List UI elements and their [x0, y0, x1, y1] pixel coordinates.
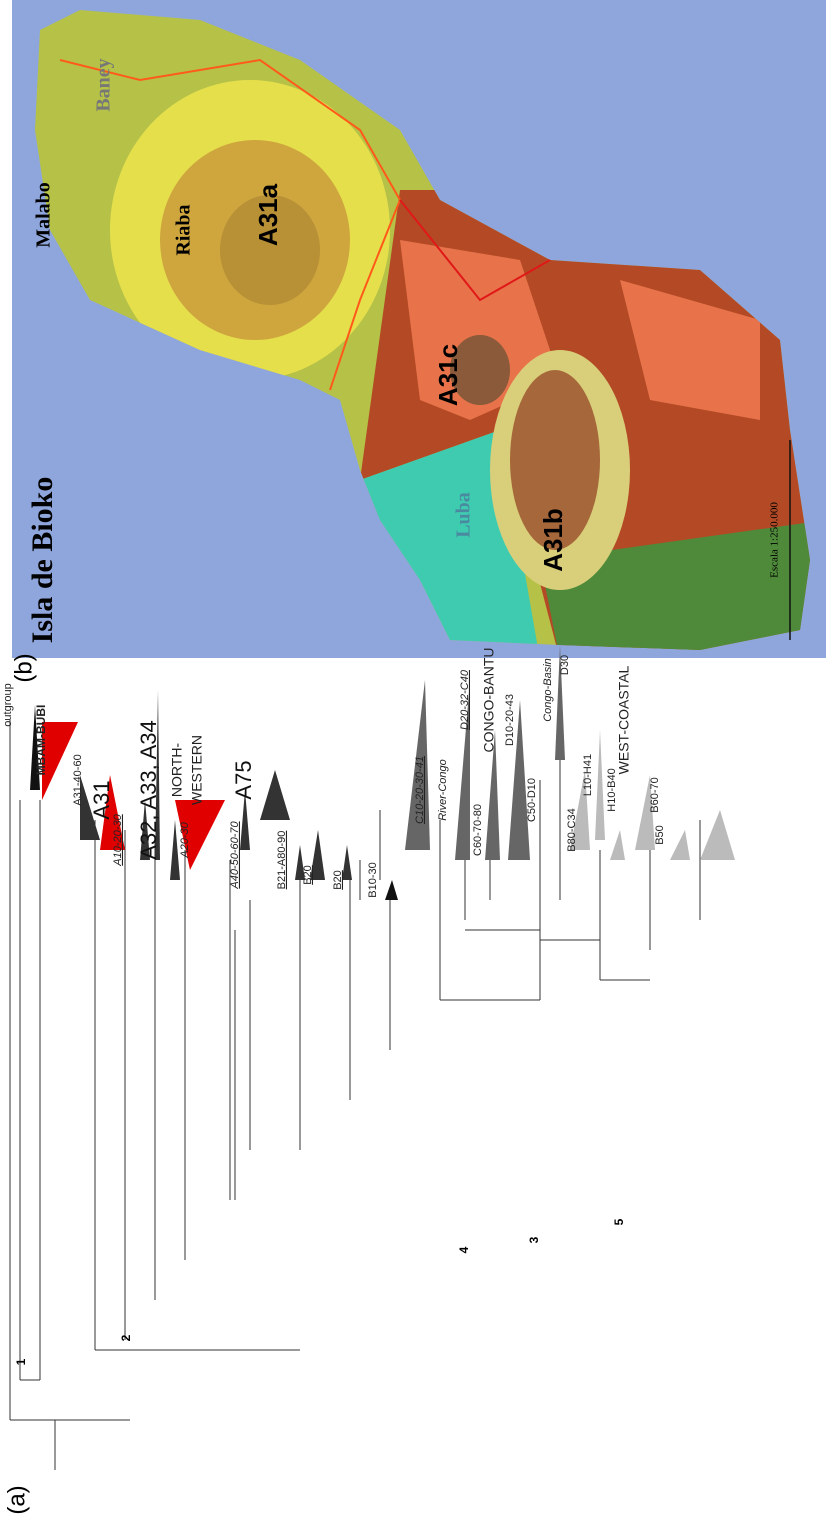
group-label: NORTH- — [169, 743, 185, 798]
clade-label: B10-30 — [367, 862, 379, 897]
clade-label: B21-A80-90 — [276, 831, 288, 890]
group-label: CONGO-BANTU — [481, 648, 497, 753]
outgroup-label: outgroup — [2, 683, 14, 726]
clade-label: L10-H41 — [582, 754, 594, 796]
clade-label: Congo-Basin — [542, 658, 554, 722]
clade-label: A40-50-60-70 — [229, 820, 241, 889]
clade-label: River-Congo — [437, 759, 449, 821]
clade-label: B20 — [332, 870, 344, 890]
clade-label: D30 — [559, 655, 571, 675]
clade-label: A10-20-30 — [112, 813, 124, 866]
node-number: 4 — [457, 1246, 471, 1253]
clade-label: B50 — [654, 825, 666, 845]
figure: Isla de Bioko Malabo Baney Riaba Luba A3… — [0, 0, 826, 1534]
panel-label: (a) — [3, 1485, 30, 1514]
clade-label: B20 — [302, 865, 314, 885]
zone-label: A31a — [253, 183, 283, 246]
place: Riaba — [173, 204, 195, 255]
group-label: WEST-COASTAL — [616, 665, 632, 774]
zone-label: A31c — [433, 344, 463, 406]
clade-label: D10-20-43 — [504, 694, 516, 746]
clade-label: C50-D10 — [526, 778, 538, 822]
clade-label: C60-70-80 — [472, 804, 484, 856]
clade-label: A31-40-60 — [72, 754, 84, 805]
map-title: Isla de Bioko — [26, 477, 59, 644]
clade-label: H10-B40 — [606, 768, 618, 811]
group-label: WESTERN — [189, 735, 205, 805]
scale-label: Escala 1:250.000 — [769, 502, 781, 578]
zone-label: A31b — [538, 508, 568, 572]
node-number: 1 — [14, 1358, 28, 1365]
node-number: 3 — [527, 1236, 541, 1243]
node-number: 2 — [119, 1334, 133, 1341]
clade-label: B80-C34 — [566, 808, 578, 851]
tree-labels: outgroup MBAM-BUBI A31 A32, A33, A34 NOR… — [2, 648, 666, 1366]
place: Luba — [453, 492, 475, 538]
place: Malabo — [33, 182, 55, 248]
clade-label: A20-30 — [179, 821, 191, 858]
clade-label: D20-32-C40 — [459, 669, 471, 730]
group-label: A31 — [89, 780, 114, 819]
place: Baney — [93, 58, 115, 111]
clade-label: B60-70 — [649, 777, 661, 812]
node-number: 5 — [612, 1218, 626, 1225]
panel-label: (b) — [10, 653, 37, 682]
group-label: A75 — [231, 760, 256, 799]
group-label: MBAM-BUBI — [34, 705, 48, 776]
group-label: A32, A33, A34 — [136, 720, 161, 859]
map-panel: Isla de Bioko Malabo Baney Riaba Luba A3… — [0, 0, 826, 660]
clade-label: C10-20-30-41 — [414, 756, 426, 824]
